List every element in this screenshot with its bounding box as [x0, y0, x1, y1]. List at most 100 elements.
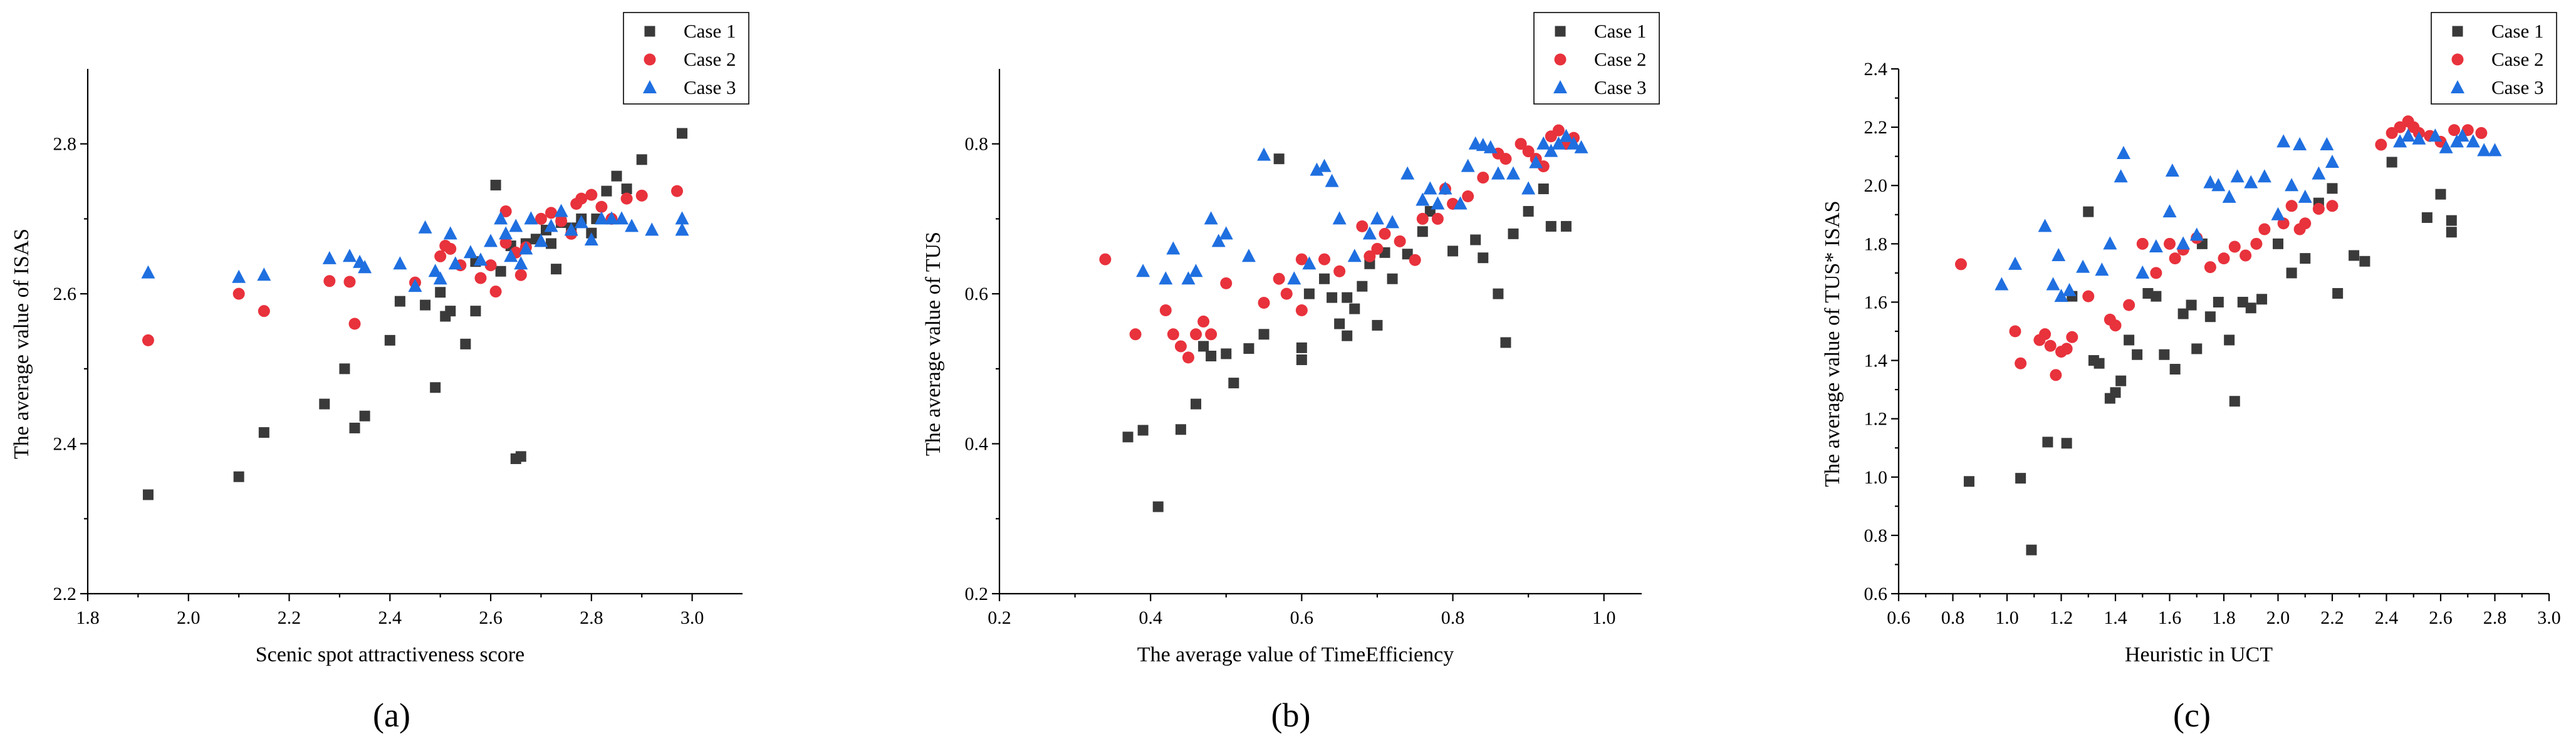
data-point: [319, 398, 330, 410]
data-point: [1491, 166, 1505, 180]
data-point: [1221, 348, 1232, 359]
data-point: [435, 287, 446, 298]
y-axis-title: The average value of TUS: [922, 232, 945, 456]
data-point: [1325, 173, 1339, 187]
data-point: [2224, 334, 2235, 346]
data-point: [2213, 296, 2224, 307]
x-axis-title: The average value of TimeEfficiency: [1137, 643, 1454, 666]
data-point: [2298, 189, 2312, 203]
data-point: [1499, 153, 1512, 165]
data-point: [2446, 215, 2457, 226]
data-point: [2095, 262, 2109, 276]
data-point: [445, 306, 456, 317]
x-tick-label: 0.8: [1441, 607, 1465, 628]
data-point: [2332, 287, 2344, 299]
data-point: [1529, 155, 1543, 168]
data-point: [470, 306, 481, 317]
data-point: [343, 249, 357, 262]
data-point: [585, 189, 598, 201]
data-point: [258, 305, 270, 318]
y-tick-label: 1.6: [1864, 292, 1888, 313]
data-point: [546, 238, 557, 249]
data-point: [1544, 143, 1558, 157]
series-1: [1122, 153, 1572, 512]
data-point: [1423, 181, 1437, 195]
data-point: [1560, 220, 1572, 232]
data-point: [348, 318, 361, 330]
data-point: [1137, 425, 1149, 436]
data-point: [343, 276, 356, 288]
x-axis-title: Scenic spot attractiveness score: [256, 643, 525, 666]
x-tick-label: 2.2: [278, 607, 301, 628]
data-point: [524, 211, 538, 225]
data-point: [1159, 304, 1172, 316]
data-point: [2257, 169, 2271, 183]
data-point: [1370, 211, 1384, 225]
data-point: [601, 185, 612, 197]
x-tick-label: 1.4: [2104, 607, 2127, 628]
y-tick-label: 2.4: [1864, 59, 1888, 80]
data-point: [2008, 256, 2022, 270]
data-point: [2191, 343, 2203, 354]
data-point: [232, 287, 245, 300]
legend-label: Case 1: [1594, 20, 1647, 42]
data-point: [1258, 297, 1270, 309]
series-2: [1099, 124, 1580, 364]
data-point: [2325, 154, 2339, 168]
data-point: [1166, 241, 1181, 255]
x-tick-label: 0.8: [1941, 607, 1965, 628]
data-point: [1400, 166, 1415, 180]
legend-label: Case 2: [684, 48, 736, 70]
y-tick-label: 0.8: [1864, 525, 1888, 546]
data-point: [1241, 249, 1256, 262]
data-point: [2401, 128, 2416, 142]
data-point: [621, 183, 632, 195]
data-point: [1963, 476, 1974, 487]
legend-marker: [1553, 80, 1567, 93]
data-point: [2162, 204, 2177, 218]
data-point: [1371, 242, 1384, 255]
data-point: [142, 334, 154, 346]
series-3: [1995, 128, 2502, 302]
y-tick-label: 0.8: [965, 134, 989, 155]
data-point: [2229, 396, 2240, 407]
data-point: [2038, 219, 2052, 232]
data-point: [2026, 544, 2037, 555]
data-point: [1295, 304, 1308, 316]
data-point: [2375, 138, 2387, 151]
x-tick-label: 2.8: [580, 607, 603, 628]
y-tick-label: 2.2: [1864, 117, 1888, 138]
data-point: [2015, 473, 2026, 484]
data-point: [2277, 217, 2290, 230]
x-tick-label: 2.2: [2320, 607, 2344, 628]
x-tick-label: 0.2: [988, 607, 1011, 628]
data-point: [675, 222, 689, 236]
data-point: [1349, 303, 1360, 314]
data-point: [2218, 252, 2230, 265]
data-point: [2114, 169, 2128, 183]
data-point: [1159, 271, 1173, 285]
chart-panel-b: 0.2 0.4 0.6 0.8 1.0 0.2 0.4 0.6 0.8 The average v…: [922, 12, 1660, 734]
data-point: [2312, 166, 2326, 180]
data-point: [514, 256, 528, 270]
data-point: [460, 338, 471, 349]
data-point: [2110, 387, 2121, 398]
data-point: [142, 489, 154, 500]
data-point: [2271, 207, 2285, 220]
data-point: [575, 192, 588, 205]
data-point: [2477, 143, 2491, 157]
data-point: [2076, 259, 2090, 273]
data-point: [420, 299, 431, 311]
data-point: [2177, 308, 2189, 319]
data-point: [2159, 349, 2170, 360]
data-point: [2062, 282, 2077, 296]
data-point: [615, 211, 629, 225]
data-point: [484, 259, 497, 272]
data-point: [514, 269, 527, 281]
data-point: [394, 296, 405, 307]
data-point: [2169, 364, 2181, 375]
data-point: [2103, 236, 2117, 250]
data-point: [2245, 302, 2256, 314]
x-axis-title: Heuristic in UCT: [2125, 643, 2273, 666]
